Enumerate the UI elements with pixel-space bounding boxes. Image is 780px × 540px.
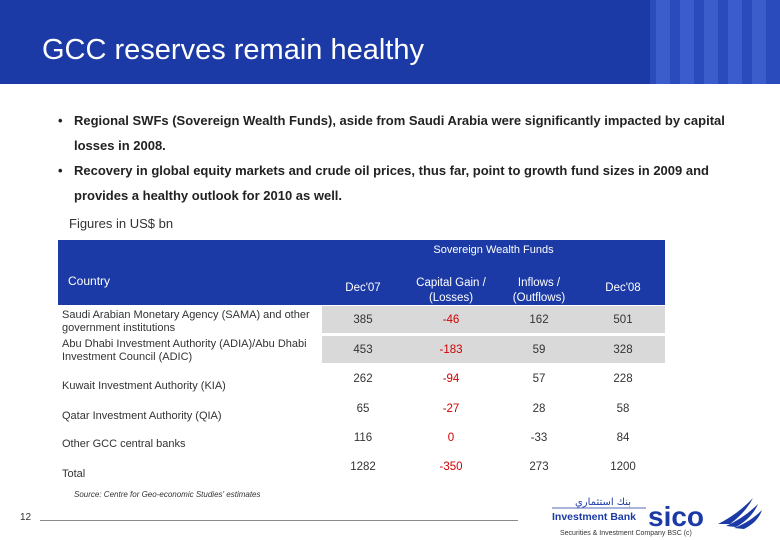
row-label: Qatar Investment Authority (QIA) (62, 410, 222, 422)
table-cell: 273 (529, 461, 549, 473)
table-cell: 453 (353, 344, 373, 356)
logo-arabic: بنك استثماري (575, 497, 631, 508)
bullet-list: • Regional SWFs (Sovereign Wealth Funds)… (58, 108, 728, 208)
slide-title: GCC reserves remain healthy (42, 34, 424, 66)
footer-divider (40, 520, 518, 521)
row-label: Total (62, 468, 86, 480)
row-shade (322, 306, 665, 333)
row-label: Other GCC central banks (62, 438, 186, 450)
source-note: Source: Centre for Geo-economic Studies'… (74, 490, 261, 499)
logo-english: Investment Bank (552, 511, 636, 523)
row-label: Kuwait Investment Authority (KIA) (62, 380, 226, 392)
bullet-text: Regional SWFs (Sovereign Wealth Funds), … (74, 113, 725, 153)
bullet-glyph: • (58, 113, 63, 128)
column-header: Inflows / (Outflows) (512, 277, 566, 304)
country-header: Country (68, 274, 111, 288)
logo-swirl-icon (718, 498, 762, 529)
table-cell: 59 (532, 344, 546, 356)
table-cell: 328 (613, 344, 633, 356)
row-label: Abu Dhabi Investment Authority (ADIA)/Ab… (62, 338, 307, 363)
table-cell: 84 (616, 432, 630, 444)
table-cell: 501 (613, 314, 633, 326)
table-cell: 28 (532, 403, 546, 415)
table-cell: 1282 (350, 461, 376, 473)
table-cell: 1200 (610, 461, 636, 473)
figures-note: Figures in US$ bn (69, 216, 174, 231)
row-shade (322, 336, 665, 363)
decorative-stripes (650, 0, 780, 84)
table-cell: 57 (532, 373, 546, 385)
group-header: Sovereign Wealth Funds (433, 244, 554, 256)
column-header: Dec'07 (345, 282, 381, 294)
table-cell: -27 (442, 403, 460, 415)
logo-tagline: Securities & Investment Company BSC (c) (560, 530, 692, 537)
table-cell: -94 (442, 373, 460, 385)
table-cell: 262 (353, 373, 373, 385)
column-header: Capital Gain / (Losses) (416, 277, 486, 304)
slide-header: GCC reserves remain healthy (0, 0, 780, 84)
table-header (58, 240, 665, 305)
table-cell: 58 (616, 403, 630, 415)
bullet-item: • Regional SWFs (Sovereign Wealth Funds)… (58, 108, 728, 158)
bullet-text: Recovery in global equity markets and cr… (74, 163, 709, 203)
table-cell: 162 (529, 314, 549, 326)
table-cell: -350 (439, 461, 463, 473)
table-cell: -46 (442, 314, 460, 326)
column-header: Dec'08 (605, 282, 641, 294)
table-cell: 228 (613, 373, 633, 385)
sico-logo: بنك استثماري Investment Bank sico (552, 497, 762, 532)
table-cell: 0 (447, 432, 455, 444)
table-cell: 65 (356, 403, 370, 415)
page-number: 12 (20, 512, 32, 523)
logo-brand: sico (648, 501, 704, 532)
table-cell: 385 (353, 314, 373, 326)
bullet-glyph: • (58, 163, 63, 178)
bullet-item: • Recovery in global equity markets and … (58, 158, 728, 208)
table-cell: -33 (530, 432, 548, 444)
table-cell: -183 (439, 344, 463, 356)
row-label: Saudi Arabian Monetary Agency (SAMA) and… (62, 309, 310, 334)
table-cell: 116 (353, 432, 373, 444)
